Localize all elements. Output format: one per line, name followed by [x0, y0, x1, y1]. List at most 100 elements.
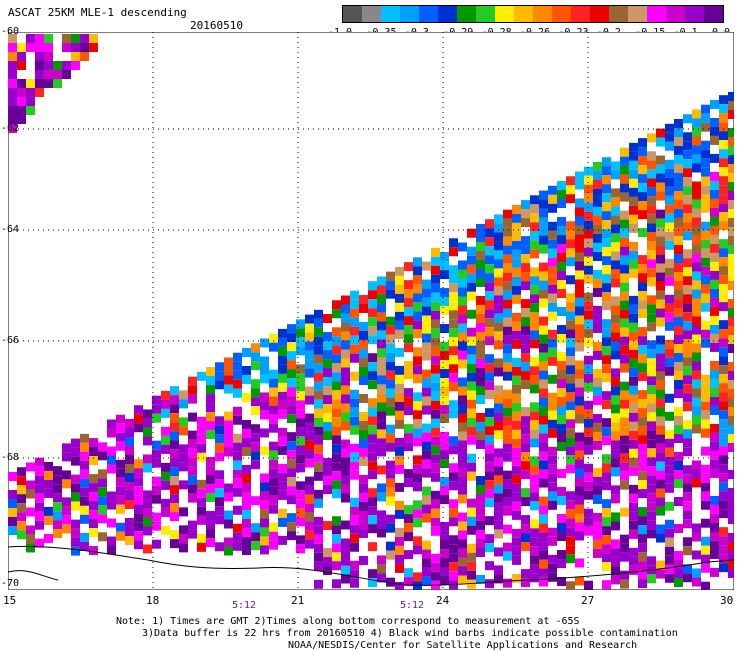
wind-cell [683, 330, 692, 340]
wind-cell [701, 275, 710, 285]
wind-cell [305, 503, 314, 513]
wind-cell [215, 515, 224, 525]
wind-cell [170, 476, 179, 486]
wind-cell [26, 525, 35, 535]
wind-cell [656, 236, 665, 246]
wind-cell [323, 548, 332, 558]
wind-cell [224, 438, 233, 448]
wind-cell [647, 403, 656, 413]
wind-cell [431, 310, 440, 320]
wind-cell [377, 402, 386, 412]
wind-cell [674, 551, 683, 561]
wind-cell [611, 296, 620, 306]
wind-cell [710, 198, 719, 208]
wind-cell [656, 416, 665, 426]
wind-cell [377, 321, 386, 331]
wind-cell [404, 406, 413, 416]
wind-cell [152, 539, 161, 549]
wind-cell [467, 435, 476, 445]
wind-cell [440, 567, 449, 577]
wind-cell [665, 186, 674, 196]
wind-cell [611, 251, 620, 261]
wind-cell [665, 321, 674, 331]
wind-cell [35, 511, 44, 521]
wind-cell [287, 531, 296, 541]
wind-cell [53, 466, 62, 476]
wind-cell [728, 173, 734, 182]
wind-cell [647, 133, 656, 143]
wind-cell [395, 419, 404, 429]
wind-cell [566, 509, 575, 519]
wind-cell [116, 486, 125, 496]
wind-cell [485, 435, 494, 445]
wind-cell [557, 307, 566, 317]
wind-cell [350, 542, 359, 552]
wind-cell [386, 289, 395, 299]
wind-cell [422, 342, 431, 352]
wind-cell [611, 197, 620, 207]
wind-cell [350, 389, 359, 399]
wind-cell [521, 416, 530, 426]
wind-cell [350, 470, 359, 480]
wind-cell [503, 452, 512, 462]
wind-cell [413, 545, 422, 555]
wind-cell [260, 527, 269, 537]
y-tick-label: -68 [1, 452, 20, 463]
wind-cell [269, 477, 278, 487]
wind-cell [395, 563, 404, 573]
wind-cell [719, 194, 728, 204]
wind-cell [215, 425, 224, 435]
wind-cell [404, 523, 413, 533]
wind-cell [8, 43, 17, 52]
wind-cell [476, 412, 485, 422]
wind-cell [188, 493, 197, 503]
wind-cell [233, 451, 242, 461]
wind-cell [539, 244, 548, 254]
wind-cell [269, 504, 278, 514]
wind-cell [602, 247, 611, 257]
wind-cell [539, 280, 548, 290]
wind-cell [35, 502, 44, 512]
wind-cell [170, 440, 179, 450]
wind-cell [512, 312, 521, 322]
wind-cell [683, 546, 692, 556]
wind-cell [53, 484, 62, 494]
wind-cell [701, 248, 710, 258]
wind-cell [620, 192, 629, 202]
wind-cell [539, 388, 548, 398]
wind-cell [206, 412, 215, 422]
wind-cell [467, 552, 476, 562]
wind-cell [368, 371, 377, 381]
wind-cell [701, 374, 710, 384]
wind-cell [566, 518, 575, 528]
wind-cell [656, 560, 665, 570]
wind-cell [449, 499, 458, 509]
wind-cell [701, 338, 710, 348]
wind-cell [485, 390, 494, 400]
wind-cell [494, 502, 503, 512]
wind-cell [710, 531, 719, 541]
wind-cell [215, 470, 224, 480]
wind-cell [359, 555, 368, 565]
wind-cell [728, 425, 734, 434]
wind-cell [395, 374, 404, 384]
wind-cell [710, 225, 719, 235]
wind-cell [503, 470, 512, 480]
wind-cell [602, 337, 611, 347]
wind-cell [35, 61, 44, 70]
wind-cell [161, 507, 170, 517]
wind-cell [575, 504, 584, 514]
wind-cell [728, 326, 734, 335]
wind-cell [206, 475, 215, 485]
wind-cell [71, 447, 80, 457]
wind-cell [557, 253, 566, 263]
wind-cell [593, 512, 602, 522]
wind-cell [611, 206, 620, 216]
wind-cell [656, 533, 665, 543]
wind-cell [674, 164, 683, 174]
wind-cell [674, 119, 683, 129]
wind-cell [593, 305, 602, 315]
wind-cell [710, 279, 719, 289]
wind-cell [422, 297, 431, 307]
wind-cell [449, 562, 458, 572]
